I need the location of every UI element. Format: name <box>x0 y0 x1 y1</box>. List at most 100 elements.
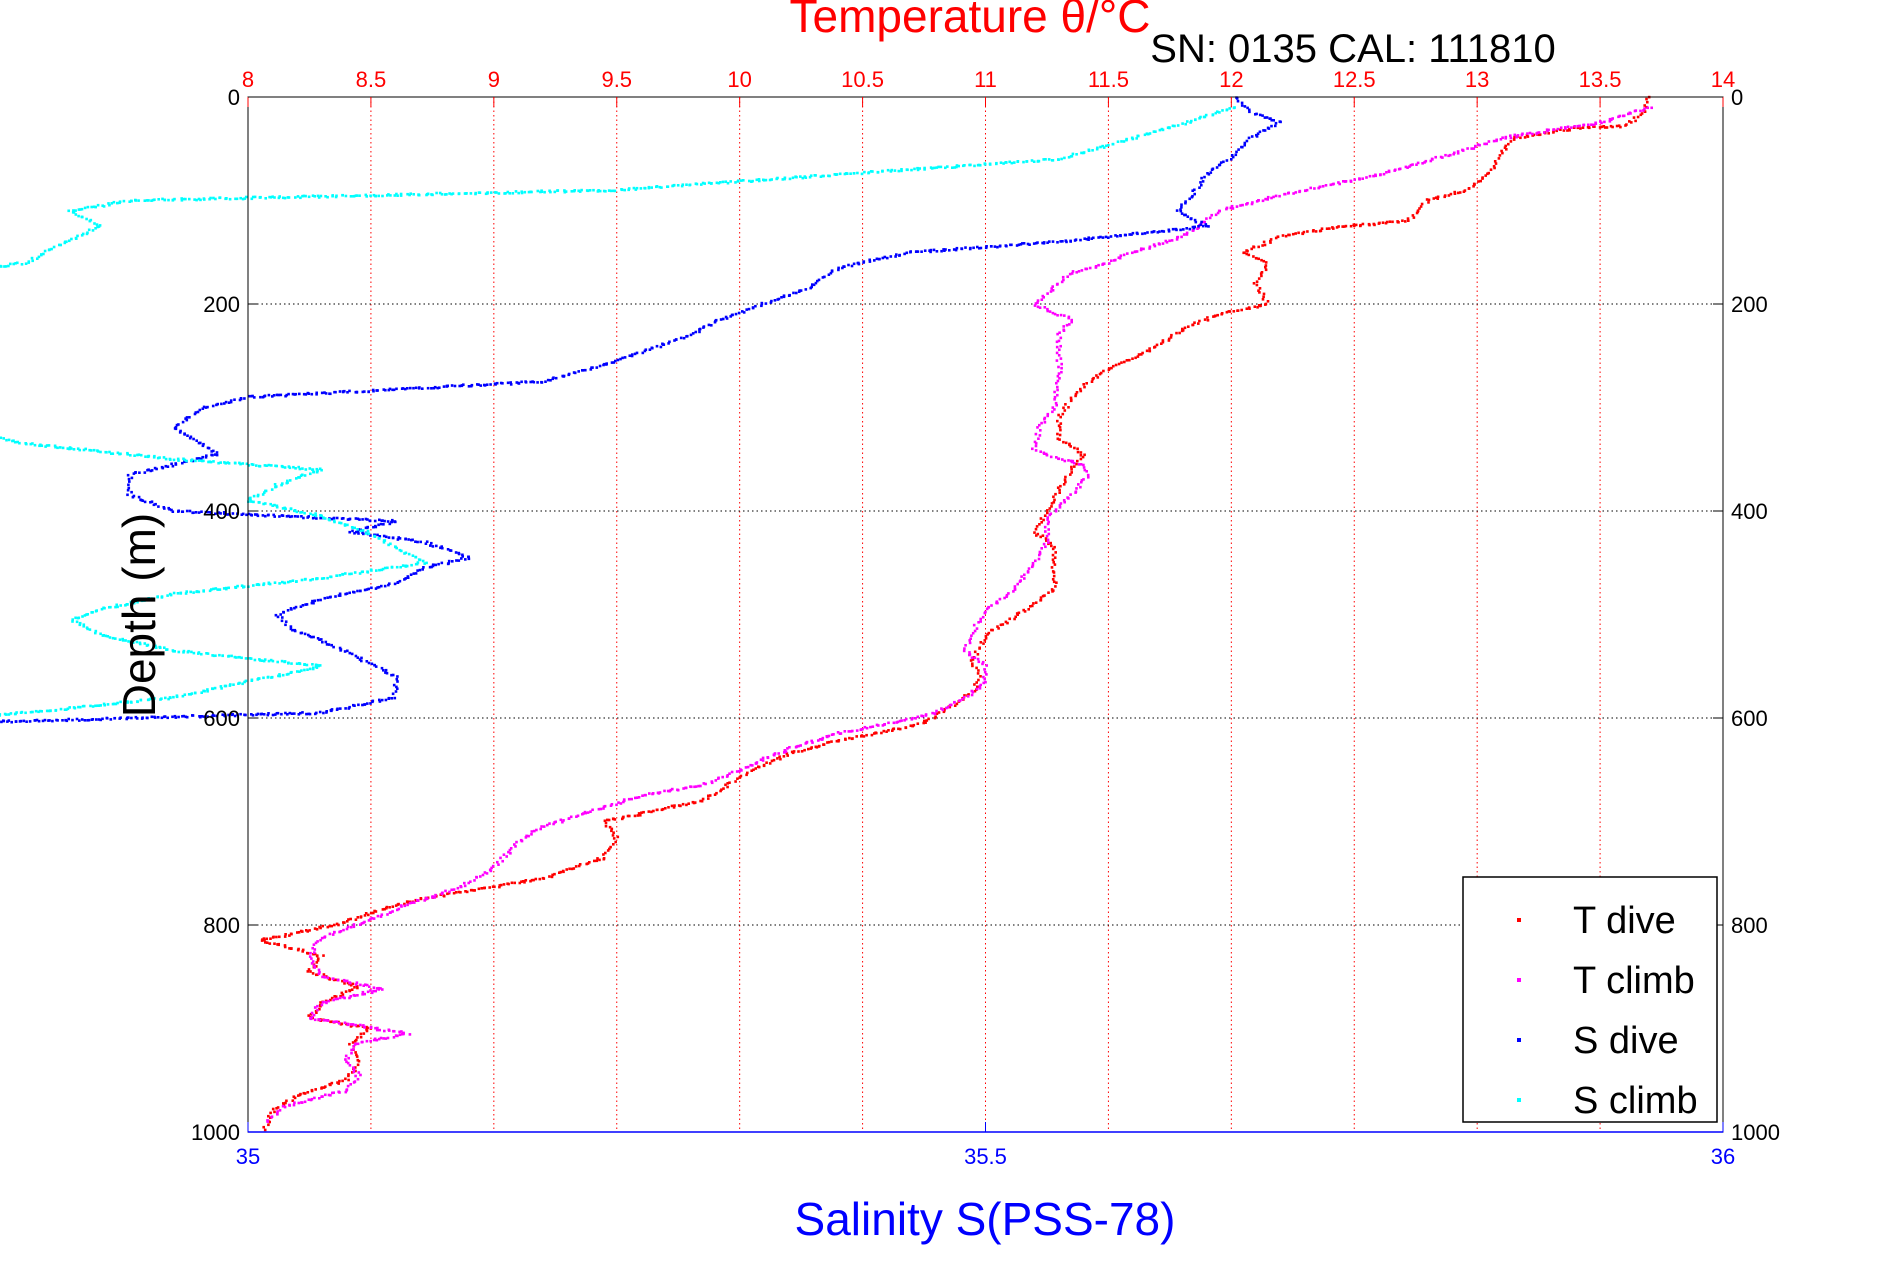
data-point <box>1114 363 1118 367</box>
data-point <box>378 1028 381 1032</box>
data-point <box>285 1099 288 1103</box>
data-point <box>393 520 396 523</box>
data-point <box>316 940 319 943</box>
data-point <box>1245 249 1248 252</box>
data-point <box>1110 259 1113 262</box>
data-point <box>1043 594 1046 597</box>
data-point <box>346 981 350 985</box>
data-point <box>1094 266 1098 269</box>
data-point <box>1318 229 1322 233</box>
data-point <box>826 735 829 739</box>
data-point <box>1425 198 1429 201</box>
data-point <box>195 439 198 442</box>
data-point <box>379 1036 383 1040</box>
data-point <box>1090 237 1093 240</box>
data-point <box>1036 426 1039 429</box>
data-point <box>1344 224 1348 228</box>
data-point <box>299 631 303 635</box>
data-point <box>1058 491 1061 494</box>
data-point <box>338 1079 341 1083</box>
data-point <box>885 730 888 733</box>
data-point <box>1586 126 1590 129</box>
data-point <box>313 599 316 603</box>
data-point <box>724 783 727 787</box>
data-point <box>1077 483 1080 486</box>
data-point <box>293 393 296 396</box>
data-point <box>598 858 601 862</box>
data-point <box>1313 187 1316 190</box>
data-point <box>1266 300 1270 303</box>
data-point <box>1158 128 1162 132</box>
data-point <box>794 745 798 749</box>
data-point <box>1311 229 1315 233</box>
data-point <box>584 368 587 372</box>
data-point <box>383 519 386 523</box>
data-point <box>509 381 512 384</box>
data-point <box>200 457 203 461</box>
data-point <box>340 517 344 520</box>
data-point <box>1042 542 1046 546</box>
data-point <box>371 700 374 704</box>
data-point <box>1055 345 1059 349</box>
data-point <box>380 666 384 670</box>
data-point <box>602 807 605 810</box>
data-point <box>1188 197 1191 201</box>
data-point <box>149 501 152 504</box>
data-point <box>125 717 128 721</box>
data-point <box>1359 224 1362 228</box>
data-point <box>1142 247 1145 251</box>
data-point <box>640 811 643 814</box>
data-point <box>288 1103 291 1107</box>
data-point <box>1436 195 1440 199</box>
data-point <box>273 1110 276 1114</box>
data-point <box>171 715 174 719</box>
data-point <box>1186 215 1190 218</box>
data-point <box>681 802 685 806</box>
data-point <box>1060 370 1063 374</box>
data-point <box>1434 155 1437 159</box>
data-point <box>499 856 502 860</box>
data-point <box>479 875 482 878</box>
data-point <box>354 1066 357 1069</box>
data-point <box>267 1123 270 1127</box>
data-point <box>330 996 334 1000</box>
data-point <box>1042 452 1046 455</box>
data-point <box>323 391 326 394</box>
data-point <box>717 777 720 780</box>
data-point <box>773 753 776 757</box>
data-point <box>275 1107 278 1110</box>
data-point <box>963 647 966 650</box>
data-point <box>520 839 524 843</box>
data-point <box>851 729 854 733</box>
data-point <box>911 716 914 720</box>
data-point <box>463 881 466 885</box>
data-point <box>350 1051 353 1055</box>
data-point <box>1045 534 1049 538</box>
data-point <box>347 1073 350 1076</box>
data-point <box>1486 172 1489 176</box>
data-point <box>990 628 993 632</box>
data-point <box>307 968 311 971</box>
data-point <box>290 608 293 611</box>
data-point <box>990 604 993 607</box>
data-point <box>413 901 416 904</box>
data-point <box>644 793 647 797</box>
data-point <box>161 466 165 470</box>
data-point <box>422 566 425 569</box>
data-point <box>1179 208 1182 211</box>
data-point <box>280 712 283 716</box>
data-point <box>1337 181 1340 184</box>
data-point <box>37 719 41 723</box>
data-point <box>1013 617 1016 621</box>
data-point <box>398 1030 401 1034</box>
data-point <box>194 511 198 514</box>
data-point <box>1053 390 1056 394</box>
data-point <box>1262 259 1266 263</box>
data-point <box>188 436 192 440</box>
data-point <box>1034 449 1038 452</box>
data-point <box>393 696 397 700</box>
data-point <box>352 1066 355 1069</box>
data-point <box>923 249 927 252</box>
data-point <box>981 615 985 619</box>
data-point <box>1263 116 1267 119</box>
